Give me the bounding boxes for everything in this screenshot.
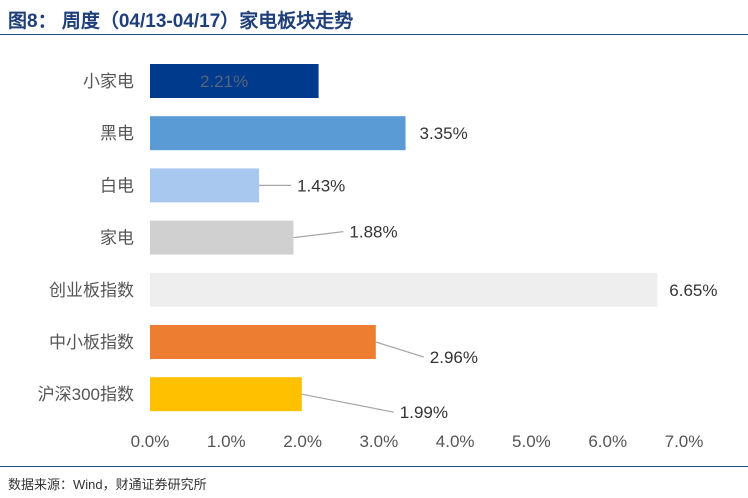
category-label: 创业板指数	[49, 281, 134, 300]
category-label: 家电	[100, 229, 134, 248]
x-tick-label: 2.0%	[283, 432, 322, 451]
category-label: 小家电	[83, 72, 134, 91]
value-label: 3.35%	[420, 124, 468, 143]
leader-line	[375, 341, 424, 358]
leader-line	[293, 231, 344, 239]
bar-6	[150, 325, 376, 359]
category-label: 沪深300指数	[38, 385, 134, 404]
value-label: 2.96%	[430, 348, 478, 367]
bar-5	[150, 272, 658, 307]
x-tick-label: 1.0%	[207, 432, 246, 451]
x-tick-label: 5.0%	[512, 432, 551, 451]
bar-3	[150, 168, 260, 203]
leader-line	[301, 393, 394, 413]
bar-4	[150, 220, 294, 255]
bar-1	[150, 64, 319, 98]
value-label: 1.99%	[400, 403, 448, 422]
x-tick-label: 4.0%	[436, 432, 475, 451]
x-tick-label: 0.0%	[131, 432, 170, 451]
bottom-rule	[0, 466, 748, 467]
category-label: 中小板指数	[49, 333, 134, 352]
bar-2	[150, 116, 406, 151]
category-label: 黑电	[100, 124, 134, 143]
value-label: 2.21%	[200, 72, 248, 91]
bar-7	[150, 377, 302, 412]
value-label: 1.88%	[349, 223, 397, 242]
category-label: 白电	[100, 176, 134, 195]
source-note: 数据来源：Wind，财通证券研究所	[8, 477, 207, 492]
value-label: 1.43%	[297, 176, 345, 195]
x-tick-label: 3.0%	[359, 432, 398, 451]
x-tick-label: 6.0%	[588, 432, 627, 451]
top-rule	[0, 34, 748, 35]
x-tick-label: 7.0%	[665, 432, 704, 451]
chart-title: 图8： 周度（04/13-04/17）家电板块走势	[8, 11, 354, 32]
value-label: 6.65%	[669, 281, 717, 300]
